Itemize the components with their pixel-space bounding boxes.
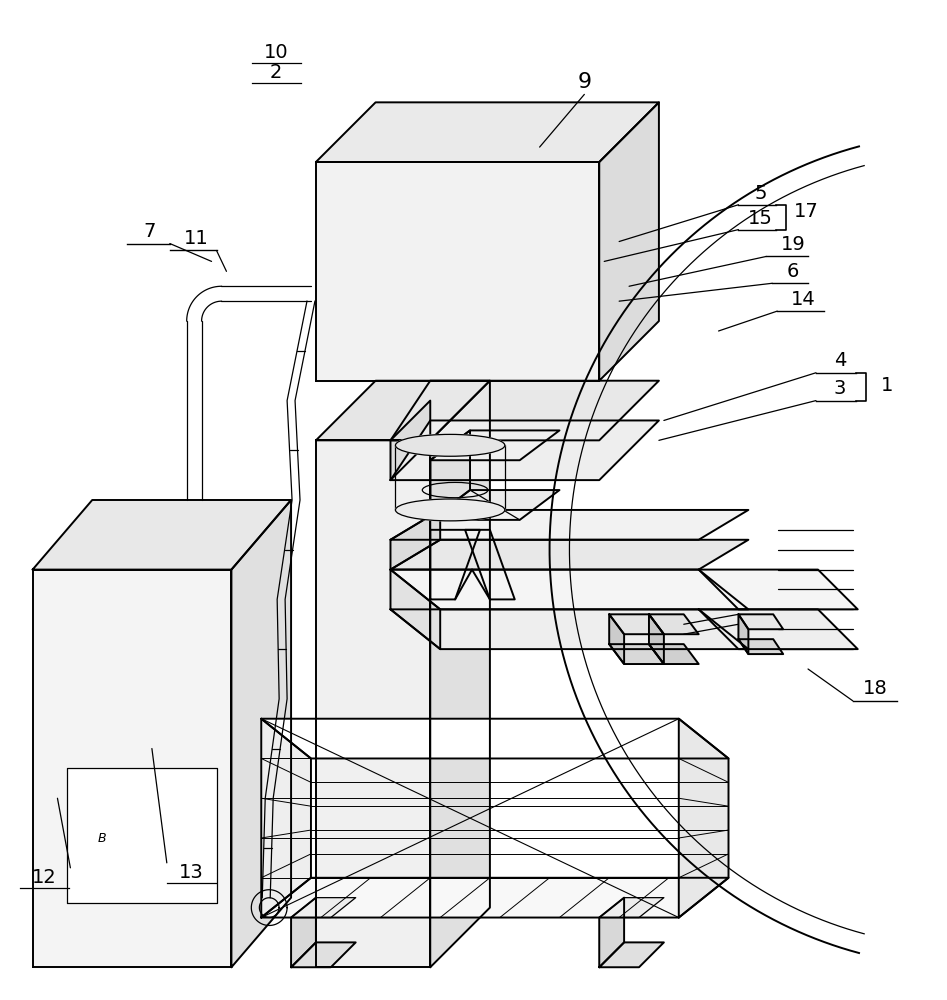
- Polygon shape: [390, 420, 659, 480]
- Polygon shape: [261, 719, 728, 758]
- Text: 19: 19: [780, 235, 806, 254]
- Polygon shape: [390, 401, 430, 480]
- Polygon shape: [739, 614, 783, 629]
- Polygon shape: [291, 898, 316, 967]
- Polygon shape: [231, 500, 291, 967]
- Polygon shape: [599, 898, 664, 918]
- Polygon shape: [609, 614, 664, 634]
- Polygon shape: [316, 102, 659, 162]
- Polygon shape: [390, 570, 440, 649]
- Text: 3: 3: [833, 379, 846, 398]
- Polygon shape: [390, 381, 659, 440]
- Text: 10: 10: [264, 43, 289, 62]
- Polygon shape: [465, 530, 515, 599]
- Text: 14: 14: [791, 290, 815, 309]
- Text: 15: 15: [748, 209, 773, 228]
- Polygon shape: [430, 430, 560, 460]
- Text: 17: 17: [794, 202, 818, 221]
- Text: 9: 9: [578, 72, 592, 92]
- Text: 4: 4: [833, 351, 846, 370]
- Polygon shape: [599, 898, 624, 967]
- Text: 12: 12: [32, 868, 57, 887]
- Text: B: B: [98, 832, 106, 845]
- Polygon shape: [430, 530, 480, 599]
- Polygon shape: [739, 639, 783, 654]
- Polygon shape: [291, 942, 356, 967]
- Polygon shape: [739, 614, 748, 654]
- Text: 1: 1: [882, 376, 894, 395]
- Polygon shape: [32, 500, 291, 570]
- Polygon shape: [390, 570, 748, 609]
- Polygon shape: [699, 570, 858, 609]
- Polygon shape: [390, 510, 748, 540]
- Ellipse shape: [396, 499, 505, 521]
- Polygon shape: [316, 162, 599, 381]
- Polygon shape: [32, 570, 231, 967]
- Polygon shape: [599, 942, 664, 967]
- Polygon shape: [261, 719, 311, 918]
- Text: 6: 6: [787, 262, 799, 281]
- Polygon shape: [649, 614, 664, 664]
- Polygon shape: [649, 644, 699, 664]
- Polygon shape: [261, 878, 728, 918]
- Polygon shape: [291, 898, 356, 918]
- Polygon shape: [390, 540, 748, 570]
- Polygon shape: [390, 609, 748, 649]
- Text: 2: 2: [270, 63, 282, 82]
- Polygon shape: [316, 381, 490, 440]
- Text: 13: 13: [179, 863, 204, 882]
- Polygon shape: [599, 102, 659, 381]
- Ellipse shape: [396, 434, 505, 456]
- Polygon shape: [649, 614, 699, 634]
- Polygon shape: [679, 719, 728, 918]
- Polygon shape: [609, 644, 664, 664]
- Text: 11: 11: [185, 229, 209, 248]
- Polygon shape: [430, 490, 560, 520]
- Polygon shape: [316, 440, 430, 967]
- Polygon shape: [699, 609, 858, 649]
- Text: 5: 5: [754, 184, 766, 203]
- Polygon shape: [609, 614, 624, 664]
- Polygon shape: [67, 768, 217, 903]
- Text: 7: 7: [144, 222, 156, 241]
- Polygon shape: [430, 381, 490, 967]
- Polygon shape: [430, 430, 470, 520]
- Polygon shape: [390, 510, 440, 570]
- Text: 18: 18: [864, 679, 888, 698]
